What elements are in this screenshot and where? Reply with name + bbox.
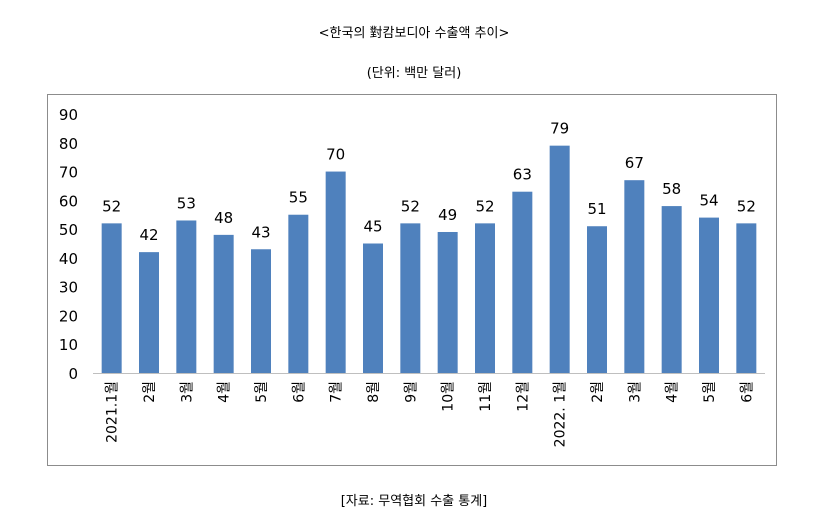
data-label: 67 xyxy=(625,154,644,172)
bar xyxy=(549,145,570,373)
bar xyxy=(139,252,159,373)
chart-frame xyxy=(47,94,777,466)
x-tick-label: 2022. 1월 xyxy=(553,381,569,447)
x-tick-label: 11월 xyxy=(478,381,494,412)
x-tick-label: 2월 xyxy=(142,381,158,403)
y-tick-label: 30 xyxy=(59,279,78,297)
x-axis-labels: 2021.1월 2월 3월 4월 5월 6월 7월 8월 9월 10월 11월 12월 2022. 1월… xyxy=(105,381,756,447)
x-tick-label: 5월 xyxy=(254,381,270,403)
x-tick-label: 3월 xyxy=(179,381,195,403)
data-label: 52 xyxy=(401,197,420,215)
data-label: 53 xyxy=(177,194,196,212)
y-tick-label: 20 xyxy=(59,307,78,325)
x-tick-label: 2021.1월 xyxy=(105,381,121,443)
bar xyxy=(400,223,421,373)
bar xyxy=(288,214,309,373)
data-label: 55 xyxy=(289,189,308,207)
x-tick-label: 4월 xyxy=(665,381,681,403)
data-label: 58 xyxy=(662,180,681,198)
bar xyxy=(736,223,757,373)
bar xyxy=(213,234,234,373)
bar xyxy=(512,191,533,373)
unit-note: (단위: 백만 달러) xyxy=(366,66,462,81)
x-tick-label: 8월 xyxy=(366,381,382,403)
bar xyxy=(437,231,458,373)
y-tick-label: 40 xyxy=(59,250,78,268)
x-tick-label: 3월 xyxy=(627,381,643,403)
x-tick-label: 5월 xyxy=(702,381,718,403)
data-label: 49 xyxy=(438,206,457,224)
data-label: 45 xyxy=(363,218,382,236)
data-label: 48 xyxy=(214,209,233,227)
x-tick-label: 2월 xyxy=(590,381,606,403)
data-label: 51 xyxy=(587,200,606,218)
data-label: 42 xyxy=(139,226,158,244)
x-tick-label: 6월 xyxy=(291,381,307,403)
bar xyxy=(101,223,122,373)
data-labels-group: 52 42 53 48 43 55 70 45 52 49 52 63 79 51 67 58 54 52 xyxy=(102,120,756,244)
x-tick-label: 12월 xyxy=(515,381,531,412)
data-label: 70 xyxy=(326,146,345,164)
bar xyxy=(325,171,346,373)
x-tick-label: 6월 xyxy=(739,381,755,403)
bar xyxy=(661,206,682,373)
data-label: 52 xyxy=(737,197,756,215)
y-tick-label: 60 xyxy=(59,192,78,210)
y-tick-label: 0 xyxy=(68,365,78,383)
chart-title: <한국의 對캄보디아 수출액 추이> xyxy=(318,26,510,41)
y-axis: 0 10 20 30 40 50 60 70 80 90 xyxy=(59,106,78,383)
data-label: 54 xyxy=(699,192,718,210)
bar xyxy=(475,223,495,373)
source-note: [자료: 무역협회 수출 통계] xyxy=(340,494,488,509)
bar xyxy=(587,226,607,373)
bar xyxy=(699,217,719,373)
bar xyxy=(251,249,271,373)
y-tick-label: 80 xyxy=(59,135,78,153)
y-tick-label: 50 xyxy=(59,221,78,239)
bar xyxy=(176,220,197,373)
data-label: 43 xyxy=(251,223,270,241)
x-tick-label: 9월 xyxy=(403,381,419,403)
x-tick-label: 10월 xyxy=(441,381,457,412)
bars-group xyxy=(101,145,757,373)
y-tick-label: 70 xyxy=(59,164,78,182)
y-tick-label: 90 xyxy=(59,106,78,124)
y-tick-label: 10 xyxy=(59,336,78,354)
x-tick-label: 7월 xyxy=(329,381,345,403)
data-label: 79 xyxy=(550,120,569,138)
data-label: 63 xyxy=(513,166,532,184)
x-tick-label: 4월 xyxy=(217,381,233,403)
data-label: 52 xyxy=(475,197,494,215)
bar xyxy=(363,243,383,373)
data-label: 52 xyxy=(102,197,121,215)
bar xyxy=(624,180,645,373)
